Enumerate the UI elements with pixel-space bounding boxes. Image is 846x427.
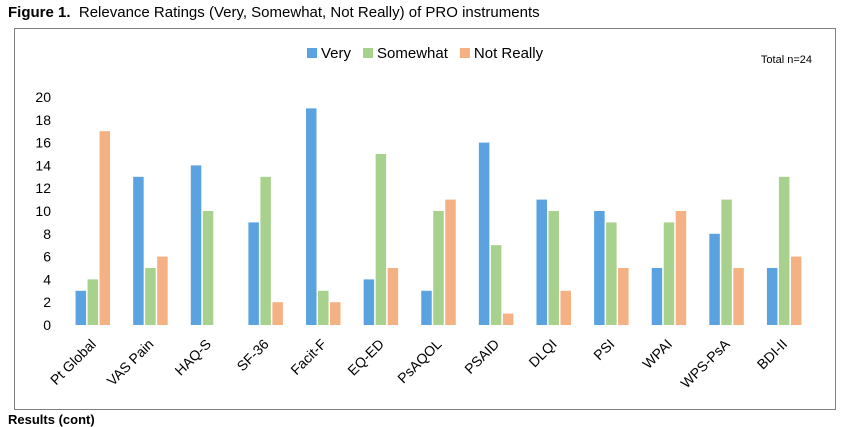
legend-label-not-really: Not Really xyxy=(474,45,544,62)
bar-very-vas-pain xyxy=(133,176,144,325)
figure-title: Relevance Ratings (Very, Somewhat, Not R… xyxy=(78,4,540,21)
bar-not-really-facit-f xyxy=(330,302,341,325)
bar-very-wps-psa xyxy=(709,233,720,325)
bar-not-really-psaid xyxy=(502,313,514,325)
bar-somewhat-pt-global xyxy=(87,279,99,325)
y-tick-label: 16 xyxy=(35,135,51,151)
bar-very-sf-36 xyxy=(248,222,259,325)
y-tick-label: 12 xyxy=(35,180,51,196)
bar-not-really-vas-pain xyxy=(157,256,168,325)
bar-very-wpai xyxy=(651,268,663,325)
x-tick-label: DLQI xyxy=(525,336,559,370)
bar-very-pt-global xyxy=(75,290,87,325)
x-tick-label: VAS Pain xyxy=(104,336,157,389)
bar-somewhat-psi xyxy=(606,222,617,325)
bar-chart: Very Somewhat Not Really Total n=24 0 2 4 6 8 1… xyxy=(35,45,812,391)
bar-somewhat-wpai xyxy=(663,222,675,325)
y-tick-label: 18 xyxy=(35,112,51,128)
x-tick-label: PsAQOL xyxy=(394,336,445,387)
bar-very-psaid xyxy=(478,142,490,325)
y-tick-label: 4 xyxy=(43,271,51,287)
x-tick-label: PSI xyxy=(590,336,617,363)
x-tick-label: Facit-F xyxy=(287,336,329,378)
bar-somewhat-wps-psa xyxy=(721,199,732,325)
y-tick-label: 20 xyxy=(35,89,51,105)
bar-somewhat-eq-ed xyxy=(375,154,387,325)
bar-not-really-dlqi xyxy=(560,290,571,325)
y-tick-label: 6 xyxy=(43,249,51,265)
bar-not-really-wpai xyxy=(675,211,687,325)
bar-very-psi xyxy=(594,211,605,325)
bar-somewhat-vas-pain xyxy=(145,268,156,325)
bar-very-haq-s xyxy=(190,165,202,325)
bar-somewhat-sf-36 xyxy=(260,176,271,325)
bar-somewhat-haq-s xyxy=(202,211,214,325)
x-tick-label: WPAI xyxy=(639,336,675,372)
bar-not-really-sf-36 xyxy=(272,302,283,325)
x-tick-label: EQ-ED xyxy=(344,336,387,379)
y-axis: 0 2 4 6 8 10 12 14 16 18 20 xyxy=(35,89,51,333)
bars-group xyxy=(75,108,802,326)
x-tick-label: Pt Global xyxy=(47,336,99,388)
bar-not-really-psi xyxy=(618,268,629,325)
y-tick-label: 8 xyxy=(43,226,51,242)
bar-very-bdi-ii xyxy=(766,268,778,325)
bar-somewhat-bdi-ii xyxy=(778,176,790,325)
y-tick-label: 14 xyxy=(35,157,51,173)
figure-label: Figure 1 xyxy=(8,4,67,21)
bar-not-really-wps-psa xyxy=(733,268,744,325)
y-tick-label: 10 xyxy=(35,203,51,219)
y-tick-label: 2 xyxy=(43,294,51,310)
total-annotation: Total n=24 xyxy=(761,54,812,66)
x-tick-label: SF-36 xyxy=(234,336,272,374)
bar-very-facit-f xyxy=(306,108,317,326)
figure-caption: Figure 1. Relevance Ratings (Very, Somew… xyxy=(8,4,540,21)
bar-somewhat-dlqi xyxy=(548,211,559,325)
x-tick-label: PSAID xyxy=(461,336,502,377)
bar-not-really-bdi-ii xyxy=(790,256,802,325)
bar-not-really-pt-global xyxy=(99,131,111,325)
bar-very-psaqol xyxy=(421,290,432,325)
y-tick-label: 0 xyxy=(43,317,51,333)
x-tick-label: HAQ-S xyxy=(171,336,214,379)
bar-very-eq-ed xyxy=(363,279,375,325)
legend: Very Somewhat Not Really xyxy=(307,45,544,62)
chart-frame: Very Somewhat Not Really Total n=24 0 2 4 6 8 1… xyxy=(14,28,836,410)
x-tick-label: WPS-PsA xyxy=(677,335,733,391)
bar-somewhat-psaid xyxy=(490,245,502,325)
legend-label-very: Very xyxy=(321,45,352,62)
legend-swatch-somewhat xyxy=(363,48,374,58)
bar-somewhat-facit-f xyxy=(318,290,329,325)
x-axis: Pt Global VAS Pain HAQ-S SF-36 Facit-F EQ-ED P… xyxy=(47,335,790,391)
bar-somewhat-psaqol xyxy=(433,211,444,325)
x-tick-label: BDI-II xyxy=(754,336,791,373)
bar-not-really-psaqol xyxy=(445,199,456,325)
bar-very-dlqi xyxy=(536,199,547,325)
bar-not-really-eq-ed xyxy=(387,268,399,325)
legend-label-somewhat: Somewhat xyxy=(377,45,449,62)
legend-swatch-not-really xyxy=(459,48,470,58)
legend-swatch-very xyxy=(307,48,317,58)
